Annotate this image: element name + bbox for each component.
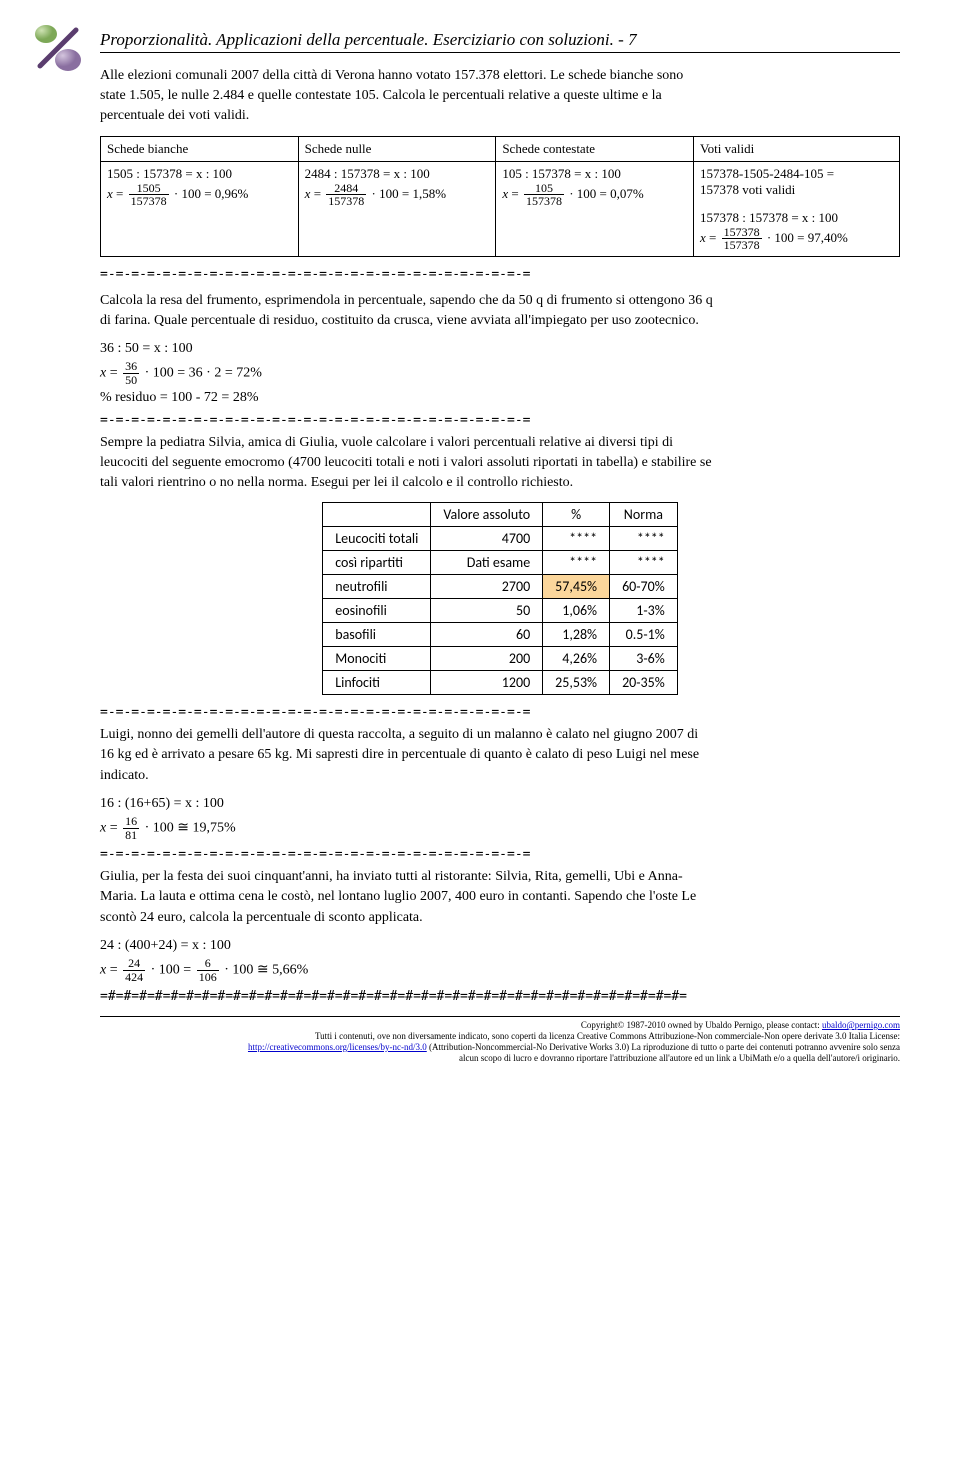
table-row: basofili601,28%0.5-1% [323,623,678,647]
th-bianche: Schede bianche [101,136,299,161]
th-nulle: Schede nulle [298,136,496,161]
ex5-l2: Maria. La lauta e ottima cena le costò, … [100,888,900,906]
th-pct: % [543,503,610,527]
ex5-frac: x = 24424 · 100 = 6106 · 100 ≅ 5,66% [100,957,900,983]
separator: =-=-=-=-=-=-=-=-=-=-=-=-=-=-=-=-=-=-=-=-… [100,413,900,428]
th-norm: Norma [610,503,678,527]
ex5-calc: 24 : (400+24) = x : 100 [100,937,900,955]
ex3-l1: Sempre la pediatra Silvia, amica di Giul… [100,434,900,452]
ex4-l3: indicato. [100,767,900,785]
separator: =-=-=-=-=-=-=-=-=-=-=-=-=-=-=-=-=-=-=-=-… [100,267,900,282]
schede-table: Schede bianche Schede nulle Schede conte… [100,136,900,257]
email-link[interactable]: ubaldo@pernigo.com [822,1020,900,1030]
percent-logo [28,18,88,78]
table-row: Monociti2004,26%3-6% [323,647,678,671]
cell-contestate: 105 : 157378 = x : 100 x = 105157378 · 1… [496,161,694,256]
th-validi: Voti validi [693,136,899,161]
cell-nulle: 2484 : 157378 = x : 100 x = 2484157378 ·… [298,161,496,256]
intro-l3: percentuale dei voti validi. [100,107,900,125]
leucociti-table: Valore assoluto % Norma Leucociti totali… [322,502,678,695]
license-link[interactable]: http://creativecommons.org/licenses/by-n… [248,1042,427,1052]
ex4-l1: Luigi, nonno dei gemelli dell'autore di … [100,726,900,744]
table-row: neutrofili270057,45%60-70% [323,575,678,599]
cell-bianche: 1505 : 157378 = x : 100 x = 1505157378 ·… [101,161,299,256]
separator-hash: =#=#=#=#=#=#=#=#=#=#=#=#=#=#=#=#=#=#=#=#… [100,989,900,1004]
intro-l2: state 1.505, le nulle 2.484 e quelle con… [100,87,900,105]
table-row: Linfociti120025,53%20-35% [323,671,678,695]
ex2-calc: 36 : 50 = x : 100 [100,340,900,358]
th-abs: Valore assoluto [431,503,543,527]
table-row: così ripartitiDati esame******** [323,551,678,575]
ex4-calc: 16 : (16+65) = x : 100 [100,795,900,813]
ex3-l2: leucociti del seguente emocromo (4700 le… [100,454,900,472]
th-empty [323,503,431,527]
ex4-l2: 16 kg ed è arrivato a pesare 65 kg. Mi s… [100,746,900,764]
ex2-res: % residuo = 100 - 72 = 28% [100,389,900,407]
cell-validi: 157378-1505-2484-105 = 157378 voti valid… [693,161,899,256]
ex2-l1: Calcola la resa del frumento, esprimendo… [100,292,900,310]
ex2-frac: x = 3650 · 100 = 36 · 2 = 72% [100,360,900,386]
page-title: Proporzionalità. Applicazioni della perc… [100,30,900,53]
ex3-l3: tali valori rientrino o no nella norma. … [100,474,900,492]
ex2-l2: di farina. Quale percentuale di residuo,… [100,312,900,330]
table-row: eosinofili501,06%1-3% [323,599,678,623]
separator: =-=-=-=-=-=-=-=-=-=-=-=-=-=-=-=-=-=-=-=-… [100,847,900,862]
ex5-l1: Giulia, per la festa dei suoi cinquant'a… [100,868,900,886]
table-row: Leucociti totali4700******** [323,527,678,551]
th-contestate: Schede contestate [496,136,694,161]
footer: Copyright© 1987-2010 owned by Ubaldo Per… [100,1016,900,1063]
intro-l1: Alle elezioni comunali 2007 della città … [100,67,900,85]
ex4-frac: x = 1681 · 100 ≅ 19,75% [100,815,900,841]
ex5-l3: scontò 24 euro, calcola la percentuale d… [100,909,900,927]
separator: =-=-=-=-=-=-=-=-=-=-=-=-=-=-=-=-=-=-=-=-… [100,705,900,720]
